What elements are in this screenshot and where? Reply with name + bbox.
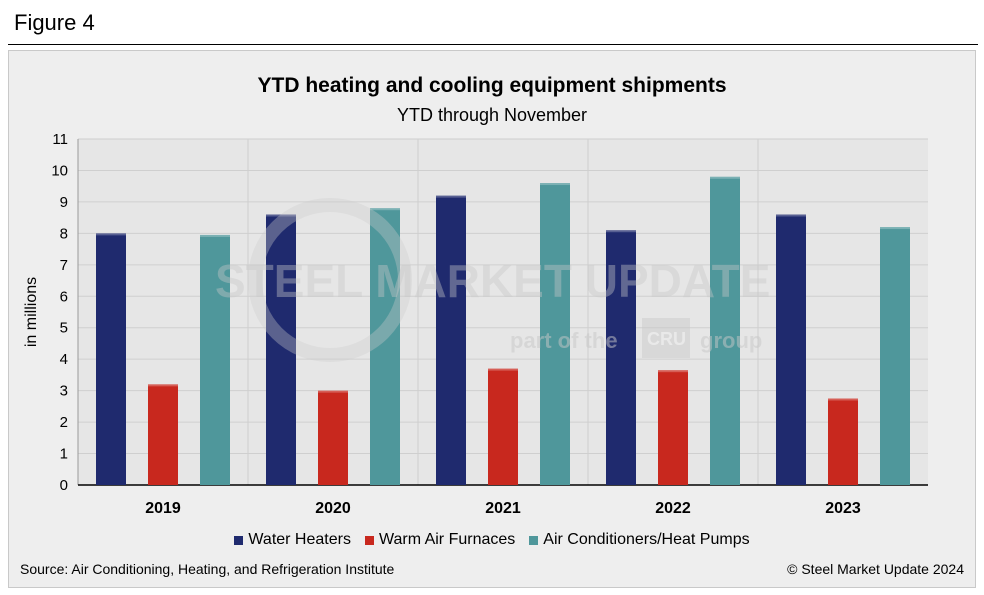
legend-swatch (234, 535, 244, 545)
legend-label: Air Conditioners/Heat Pumps (543, 531, 750, 548)
legend-label: Water Heaters (248, 531, 351, 548)
chart-title: YTD heating and cooling equipment shipme… (257, 74, 727, 97)
bar (370, 208, 400, 485)
bar-highlight (880, 227, 910, 230)
bar (828, 398, 858, 485)
chart-subtitle: YTD through November (396, 105, 588, 125)
y-tick-label: 2 (60, 414, 68, 431)
bar (488, 368, 518, 485)
chart-legend: Water Heaters Warm Air Furnaces Air Condit… (0, 531, 984, 549)
bar-highlight (436, 195, 466, 198)
x-tick-label: 2022 (655, 500, 691, 517)
figure-label: Figure 4 (14, 10, 95, 35)
y-tick-label: 11 (52, 131, 68, 148)
source-note: Source: Air Conditioning, Heating, and R… (20, 561, 395, 577)
bar-highlight (776, 214, 806, 217)
x-tick-label: 2020 (315, 500, 351, 517)
legend-label: Warm Air Furnaces (378, 531, 516, 548)
bar-highlight (658, 370, 688, 373)
bar-highlight (318, 390, 348, 393)
bar (436, 195, 466, 486)
bar (96, 233, 126, 485)
bar (880, 227, 910, 485)
bar (318, 390, 348, 485)
bar-highlight (606, 230, 636, 233)
bar-highlight (200, 234, 230, 237)
copyright-note: © Steel Market Update 2024 (787, 561, 964, 577)
header-divider (8, 44, 978, 45)
bar (710, 176, 740, 485)
bar (148, 384, 178, 485)
bar (776, 214, 806, 485)
y-tick-label: 5 (60, 320, 68, 337)
y-tick-label: 9 (60, 194, 68, 211)
x-tick-label: 2019 (145, 500, 181, 517)
bar-highlight (148, 384, 178, 387)
legend-swatch (364, 535, 374, 545)
y-tick-label: 0 (60, 477, 68, 494)
x-tick-label: 2021 (485, 500, 521, 517)
y-tick-label: 7 (60, 257, 68, 274)
bar-highlight (540, 183, 570, 186)
y-tick-label: 10 (51, 162, 68, 179)
legend-item: Air Conditioners/Heat Pumps (529, 531, 750, 549)
legend-item: Water Heaters (234, 531, 351, 549)
legend-item: Warm Air Furnaces (364, 531, 516, 549)
bar (658, 370, 688, 485)
y-tick-label: 3 (60, 383, 68, 400)
bar-highlight (96, 233, 126, 236)
y-tick-label: 8 (60, 225, 68, 242)
bar (266, 214, 296, 485)
bar-highlight (710, 176, 740, 179)
bar (540, 183, 570, 485)
bar-highlight (488, 368, 518, 371)
y-tick-label: 4 (60, 351, 68, 368)
bar (606, 230, 636, 485)
legend-swatch (529, 535, 539, 545)
bar (200, 234, 230, 485)
y-axis-title: in millions (23, 277, 40, 347)
bar-highlight (370, 208, 400, 211)
y-tick-label: 1 (60, 446, 68, 463)
bar-highlight (828, 398, 858, 401)
bar-highlight (266, 214, 296, 217)
y-tick-label: 6 (60, 288, 68, 305)
x-tick-label: 2023 (825, 500, 861, 517)
